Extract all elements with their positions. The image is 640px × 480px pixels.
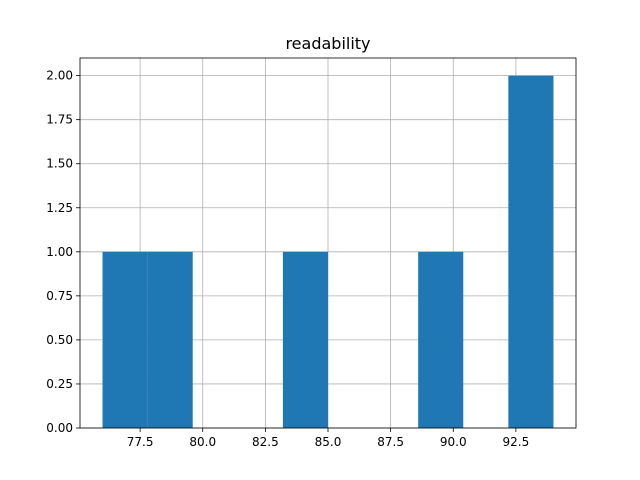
x-tick-label: 82.5 [252, 435, 279, 449]
x-axis: 77.5 80.0 82.5 85.0 87.5 90.0 92.5 [127, 428, 529, 449]
y-tick-label: 0.00 [46, 421, 73, 435]
y-tick-label: 0.75 [46, 289, 73, 303]
chart-title: readability [285, 34, 370, 53]
y-tick-label: 0.25 [46, 377, 73, 391]
x-tick-label: 90.0 [440, 435, 467, 449]
x-tick-label: 77.5 [127, 435, 154, 449]
y-tick-label: 1.25 [46, 201, 73, 215]
y-tick-label: 1.00 [46, 245, 73, 259]
y-tick-label: 0.50 [46, 333, 73, 347]
y-axis: 0.00 0.25 0.50 0.75 1.00 1.25 1.50 1.75 2.00 [46, 69, 80, 435]
y-tick-label: 1.50 [46, 157, 73, 171]
x-tick-label: 85.0 [315, 435, 342, 449]
histogram-bar-1 [147, 251, 193, 428]
x-tick-label: 80.0 [189, 435, 216, 449]
histogram-bars [102, 75, 554, 428]
histogram-bar-4 [282, 251, 328, 428]
y-tick-label: 1.75 [46, 113, 73, 127]
histogram-bar-0 [102, 251, 148, 428]
x-tick-label: 87.5 [377, 435, 404, 449]
histogram-bar-7 [418, 251, 464, 428]
x-tick-label: 92.5 [503, 435, 530, 449]
y-tick-label: 2.00 [46, 69, 73, 83]
histogram-bar-9 [508, 75, 554, 428]
